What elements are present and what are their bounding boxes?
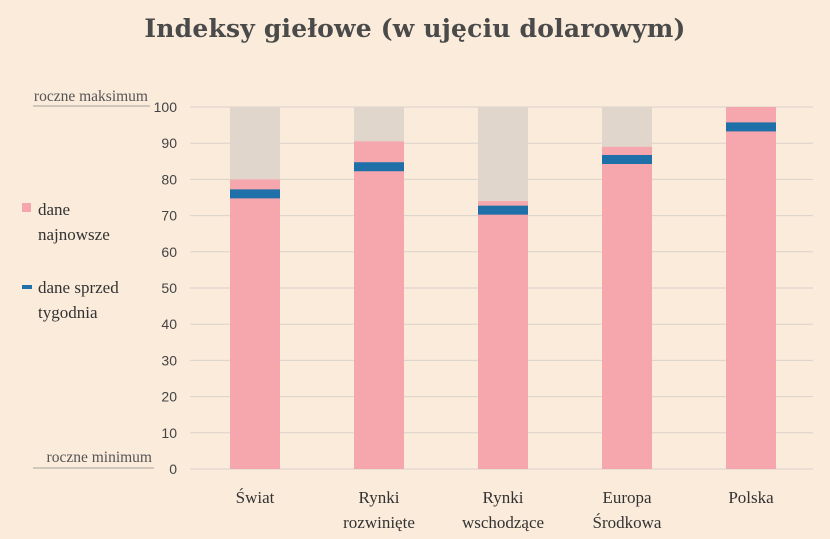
legend-swatch-latest <box>22 203 31 212</box>
week-marker <box>354 162 404 172</box>
y-tick-label: 50 <box>161 280 177 296</box>
category-label: wschodzące <box>462 513 544 532</box>
legend-label: dane sprzed <box>38 278 119 297</box>
y-tick-label: 10 <box>161 425 177 441</box>
y-min-label: roczne minimum <box>47 449 152 466</box>
category-label: Rynki <box>359 488 400 507</box>
week-marker <box>478 205 528 215</box>
latest-bar <box>602 146 652 469</box>
category-label: Europa <box>602 488 652 507</box>
week-marker <box>230 189 280 199</box>
y-tick-label: 20 <box>161 389 177 405</box>
latest-bar <box>230 179 280 469</box>
week-marker <box>602 154 652 164</box>
y-tick-label: 80 <box>161 171 177 187</box>
category-label: Świat <box>236 488 275 507</box>
latest-bar <box>354 141 404 469</box>
y-tick-label: 40 <box>161 316 177 332</box>
y-tick-label: 30 <box>161 352 177 368</box>
y-max-label: roczne maksimum <box>34 88 148 105</box>
category-label: Rynki <box>483 488 524 507</box>
legend-label: dane <box>38 200 70 219</box>
y-tick-label: 70 <box>161 208 177 224</box>
chart-title: Indeksy giełowe (w ujęciu dolarowym) <box>144 14 686 43</box>
y-tick-label: 60 <box>161 244 177 260</box>
legend-label: tygodnia <box>38 303 98 322</box>
y-tick-label: 90 <box>161 135 177 151</box>
legend-swatch-week <box>22 285 32 289</box>
category-label: Polska <box>728 488 774 507</box>
legend-label: najnowsze <box>38 225 110 244</box>
category-label: rozwinięte <box>343 513 415 532</box>
y-tick-label: 0 <box>169 461 177 477</box>
latest-bar <box>726 107 776 469</box>
week-marker <box>726 122 776 132</box>
latest-bar <box>478 201 528 469</box>
y-tick-label: 100 <box>154 99 178 115</box>
category-label: Środkowa <box>593 513 662 532</box>
